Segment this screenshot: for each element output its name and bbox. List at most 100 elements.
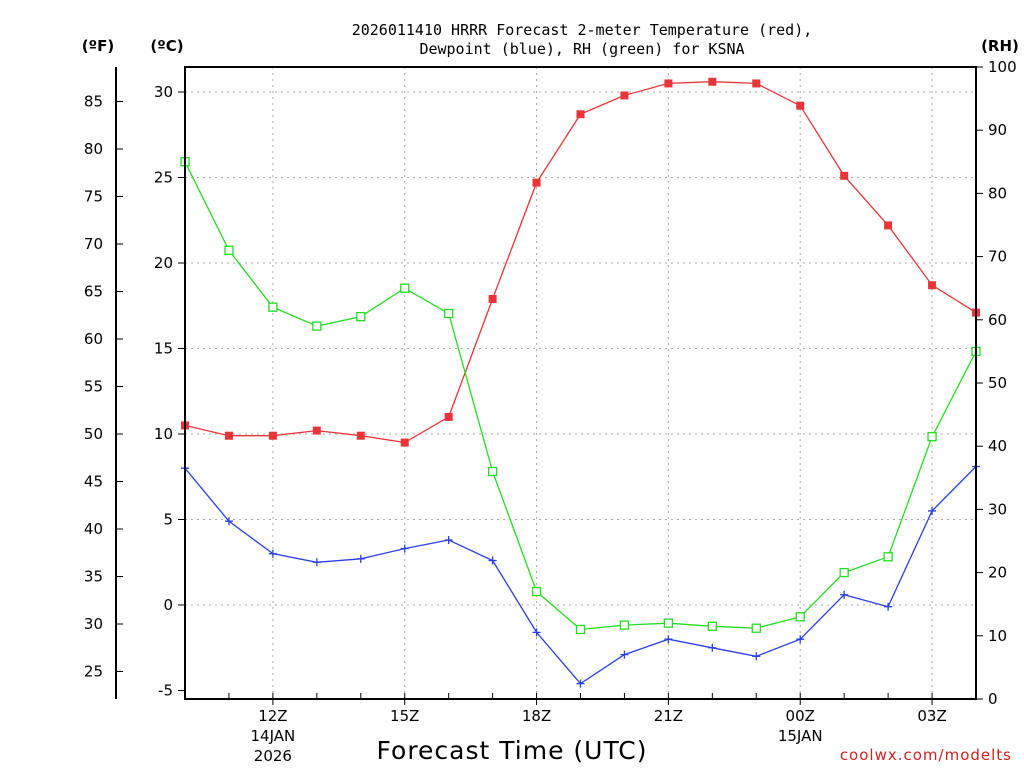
rh-point (531, 586, 542, 597)
dewpoint-point (576, 679, 585, 688)
chart-title-line1: 2026011410 HRRR Forecast 2-meter Tempera… (352, 21, 813, 39)
temperature-point (268, 431, 277, 440)
fahrenheit-tick-label: 35 (84, 568, 103, 586)
dewpoint-point (708, 643, 717, 652)
celsius-tick-label: 30 (154, 83, 173, 101)
rh-tick-label: 0 (988, 690, 998, 708)
temperature-point (312, 426, 321, 435)
x-tick-year: 2026 (254, 747, 292, 765)
rh-point (707, 621, 717, 631)
temperature-point (752, 79, 761, 88)
temperature-point (840, 171, 849, 180)
x-tick-label: 12Z (258, 707, 287, 725)
rh-tick-label: 60 (988, 311, 1007, 329)
rh-point (575, 624, 586, 635)
x-tick-label: 18Z (522, 707, 551, 725)
celsius-tick-label: 25 (154, 169, 173, 187)
rh-point (268, 302, 278, 312)
temperature-point (532, 178, 541, 187)
rh-point (839, 567, 849, 578)
x-tick-label: 21Z (654, 707, 683, 725)
celsius-axis: -5 0 5 10 15 20 25 30 (154, 83, 185, 700)
rh-point (444, 308, 454, 319)
x-tick-label: 03Z (917, 707, 946, 725)
celsius-tick-label: -5 (158, 682, 173, 700)
dewpoint-point (884, 602, 893, 611)
fahrenheit-tick-label: 75 (84, 188, 103, 206)
fahrenheit-tick-label: 60 (84, 330, 103, 348)
fahrenheit-tick-label: 80 (84, 140, 103, 158)
dewpoint-point (752, 652, 761, 661)
fahrenheit-tick-label: 85 (84, 93, 103, 111)
fahrenheit-tick-label: 50 (84, 425, 103, 443)
rh-tick-label: 50 (988, 374, 1007, 392)
celsius-tick-label: 0 (163, 596, 173, 614)
rh-tick-label: 70 (988, 248, 1007, 266)
dewpoint-point (356, 554, 365, 563)
celsius-tick-label: 10 (154, 425, 173, 443)
fahrenheit-tick-label: 45 (84, 473, 103, 491)
rh-tick-label: 90 (988, 121, 1007, 139)
temperature-point (884, 221, 893, 230)
temperature-point (576, 110, 585, 119)
rh-point (795, 612, 805, 622)
rh-tick-label: 10 (988, 627, 1007, 645)
x-axis: 12Z 14JAN 2026 15Z 18Z 21Z 00Z 15JAN 03Z (184, 693, 977, 765)
rh-point (312, 321, 322, 331)
chart-title-line2: Dewpoint (blue), RH (green) for KSNA (419, 40, 744, 58)
dewpoint-point (620, 650, 629, 659)
x-tick-date: 14JAN (251, 727, 296, 745)
temperature-point (444, 412, 453, 421)
x-tick-label: 15Z (390, 707, 419, 725)
rh-tick-label: 80 (988, 184, 1007, 202)
fahrenheit-tick-label: 30 (84, 615, 103, 633)
plot-frame (184, 66, 977, 700)
dewpoint-point (928, 506, 937, 515)
temperature-point (664, 79, 673, 88)
rh-point (224, 245, 234, 255)
dewpoint-point (796, 635, 805, 644)
rh-point (927, 432, 937, 442)
series-lines (180, 77, 981, 688)
temperature-point (708, 77, 717, 86)
temperature-point (928, 281, 937, 290)
dewpoint-point (444, 536, 453, 545)
rh-point (356, 311, 366, 322)
dewpoint-point (224, 517, 233, 526)
temperature-point (356, 431, 365, 440)
rh-point (400, 283, 410, 293)
dewpoint-point (840, 590, 849, 599)
celsius-unit-label: (ºC) (150, 37, 183, 55)
dewpoint-line (184, 466, 977, 685)
fahrenheit-unit-label: (ºF) (82, 37, 114, 55)
dewpoint-point (312, 558, 321, 567)
rh-tick-label: 20 (988, 564, 1007, 582)
celsius-tick-label: 5 (163, 511, 173, 529)
temperature-point (224, 431, 233, 440)
celsius-tick-label: 20 (154, 254, 173, 272)
credit-text: coolwx.com/modelts (840, 746, 1012, 764)
x-axis-title: Forecast Time (UTC) (377, 736, 648, 765)
dewpoint-point (488, 556, 497, 565)
temperature-line (184, 81, 977, 444)
temperature-point (620, 91, 629, 100)
fahrenheit-tick-label: 70 (84, 235, 103, 253)
fahrenheit-tick-label: 55 (84, 378, 103, 396)
dewpoint-point (532, 628, 541, 637)
temperature-point (488, 294, 497, 303)
celsius-tick-label: 15 (154, 340, 173, 358)
fahrenheit-tick-label: 40 (84, 520, 103, 538)
dewpoint-point (268, 549, 277, 558)
rh-axis: 0 10 20 30 40 50 60 70 80 90 100 (976, 58, 1017, 708)
dewpoint-point (400, 544, 409, 553)
rh-point (663, 618, 674, 628)
x-tick-date: 15JAN (778, 727, 823, 745)
rh-tick-label: 40 (988, 437, 1007, 455)
fahrenheit-axis: 25 30 35 40 45 50 55 60 65 70 75 80 85 (84, 67, 123, 699)
rh-point (883, 552, 893, 562)
rh-point (619, 620, 630, 630)
grid-lines (185, 67, 976, 699)
fahrenheit-tick-label: 25 (84, 663, 103, 681)
temperature-point (400, 438, 409, 447)
x-tick-label: 00Z (786, 707, 815, 725)
